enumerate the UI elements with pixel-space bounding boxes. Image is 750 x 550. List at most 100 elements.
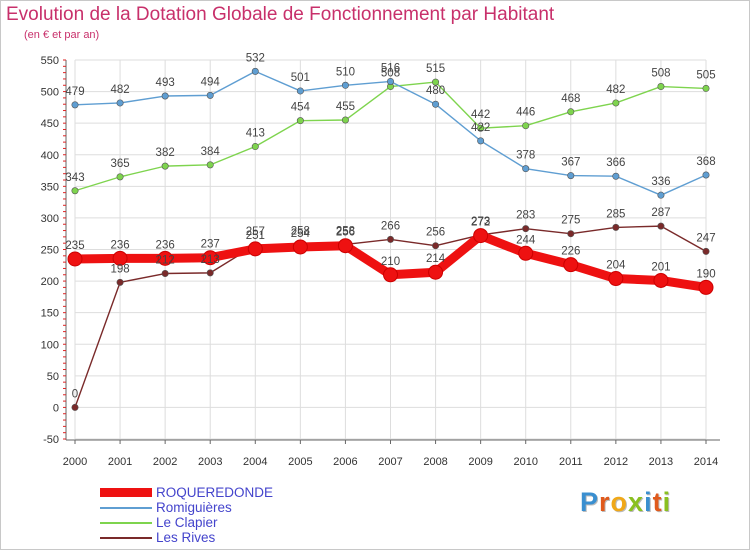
- data-point-roqueredonde: [383, 267, 398, 283]
- data-label-les-rives: 258: [291, 225, 310, 237]
- legend-swatch-le-clapier: [100, 521, 152, 524]
- data-label-roqueredonde: 244: [516, 234, 536, 246]
- x-tick-label: 2005: [288, 456, 312, 468]
- y-tick-label: -50: [43, 434, 59, 446]
- data-label-le-clapier: 454: [291, 102, 311, 114]
- data-label-le-clapier: 455: [336, 101, 355, 113]
- data-point-les-rives: [567, 230, 575, 238]
- data-label-romiguieres: 367: [561, 157, 580, 169]
- data-point-le-clapier: [341, 116, 349, 124]
- data-label-roqueredonde: 237: [201, 239, 220, 251]
- legend: ROQUEREDONDE Romiguières Le Clapier Les …: [100, 485, 273, 545]
- data-point-les-rives: [702, 247, 710, 255]
- legend-swatch-roqueredonde: [100, 488, 152, 497]
- data-point-roqueredonde: [698, 279, 714, 295]
- data-point-romiguieres: [161, 92, 169, 100]
- data-label-romiguieres: 378: [516, 150, 535, 162]
- logo-letter: x: [628, 487, 645, 517]
- data-point-roqueredonde: [112, 250, 128, 266]
- data-label-roqueredonde: 190: [696, 268, 715, 280]
- data-label-roqueredonde: 254: [291, 228, 311, 240]
- data-point-romiguieres: [432, 100, 440, 108]
- data-label-le-clapier: 508: [651, 68, 670, 80]
- data-point-roqueredonde: [67, 251, 83, 267]
- data-label-le-clapier: 505: [696, 69, 715, 81]
- data-point-les-rives: [71, 403, 79, 411]
- legend-item-roqueredonde: ROQUEREDONDE: [100, 485, 273, 500]
- x-tick-label: 2012: [604, 456, 628, 468]
- proxiti-logo: Proxiti: [580, 487, 671, 518]
- data-point-le-clapier: [251, 143, 259, 151]
- y-tick-label: 500: [41, 87, 59, 99]
- data-label-les-rives: 212: [156, 255, 175, 267]
- data-label-les-rives: 283: [516, 210, 535, 222]
- data-point-roqueredonde: [292, 239, 308, 255]
- data-point-le-clapier: [522, 122, 530, 130]
- data-label-romiguieres: 422: [471, 122, 490, 134]
- data-point-romiguieres: [206, 91, 214, 99]
- data-point-les-rives: [386, 235, 394, 243]
- x-tick-label: 2009: [468, 456, 492, 468]
- x-tick-label: 2006: [333, 456, 357, 468]
- data-label-le-clapier: 365: [110, 158, 129, 170]
- data-label-roqueredonde: 210: [381, 256, 400, 268]
- logo-letter: t: [652, 487, 663, 517]
- data-point-le-clapier: [702, 84, 710, 92]
- y-tick-label: 50: [47, 371, 59, 383]
- x-tick-label: 2011: [559, 456, 583, 468]
- data-label-le-clapier: 382: [156, 147, 175, 159]
- y-tick-label: 450: [41, 118, 59, 130]
- data-point-roqueredonde: [202, 250, 218, 266]
- x-tick-label: 2014: [694, 456, 718, 468]
- data-label-les-rives: 213: [201, 254, 220, 266]
- x-tick-label: 2007: [378, 456, 402, 468]
- data-point-romiguieres: [522, 165, 530, 173]
- data-label-romiguieres: 493: [156, 77, 175, 89]
- data-point-romiguieres: [612, 172, 620, 180]
- logo-letter: r: [599, 487, 611, 517]
- data-label-romiguieres: 480: [426, 85, 445, 97]
- legend-label-les-rives: Les Rives: [156, 530, 216, 545]
- x-tick-label: 2002: [153, 456, 177, 468]
- data-label-roqueredonde: 236: [110, 239, 129, 251]
- data-label-roqueredonde: 204: [606, 260, 626, 272]
- legend-swatch-romiguieres: [100, 506, 152, 509]
- data-label-roqueredonde: 226: [561, 246, 580, 258]
- data-point-roqueredonde: [337, 238, 353, 254]
- y-tick-label: 100: [41, 339, 59, 351]
- data-point-roqueredonde: [653, 272, 669, 288]
- data-point-romiguieres: [702, 171, 710, 179]
- data-point-le-clapier: [161, 162, 169, 170]
- data-label-roqueredonde: 201: [651, 261, 670, 273]
- data-point-romiguieres: [341, 81, 349, 89]
- logo-letter: o: [610, 487, 629, 517]
- x-tick-label: 2013: [649, 456, 673, 468]
- data-label-le-clapier: 442: [471, 109, 490, 121]
- data-label-les-rives: 287: [651, 207, 670, 219]
- data-point-le-clapier: [567, 108, 575, 116]
- data-label-roqueredonde: 251: [246, 230, 265, 242]
- legend-label-romiguieres: Romiguières: [156, 500, 232, 515]
- x-tick-label: 2001: [108, 456, 132, 468]
- legend-item-les-rives: Les Rives: [100, 530, 273, 545]
- data-point-les-rives: [612, 223, 620, 231]
- y-tick-label: 200: [41, 276, 59, 288]
- data-point-romiguieres: [657, 191, 665, 199]
- logo-letter: i: [662, 487, 672, 517]
- y-tick-label: 350: [41, 181, 59, 193]
- data-point-le-clapier: [612, 99, 620, 107]
- data-point-le-clapier: [71, 187, 79, 195]
- data-label-romiguieres: 501: [291, 72, 310, 84]
- series-le-clapier: [71, 78, 710, 195]
- data-point-roqueredonde: [608, 271, 624, 287]
- data-label-romiguieres: 482: [110, 84, 129, 96]
- data-label-les-rives: 285: [606, 208, 625, 220]
- data-point-roqueredonde: [518, 245, 534, 261]
- series-plot: [67, 67, 714, 411]
- y-tick-label: 550: [41, 55, 59, 67]
- series-romiguieres: [71, 67, 710, 199]
- y-tick-label: 300: [41, 213, 59, 225]
- data-label-le-clapier: 384: [201, 146, 221, 158]
- data-label-les-rives: 0: [72, 388, 78, 400]
